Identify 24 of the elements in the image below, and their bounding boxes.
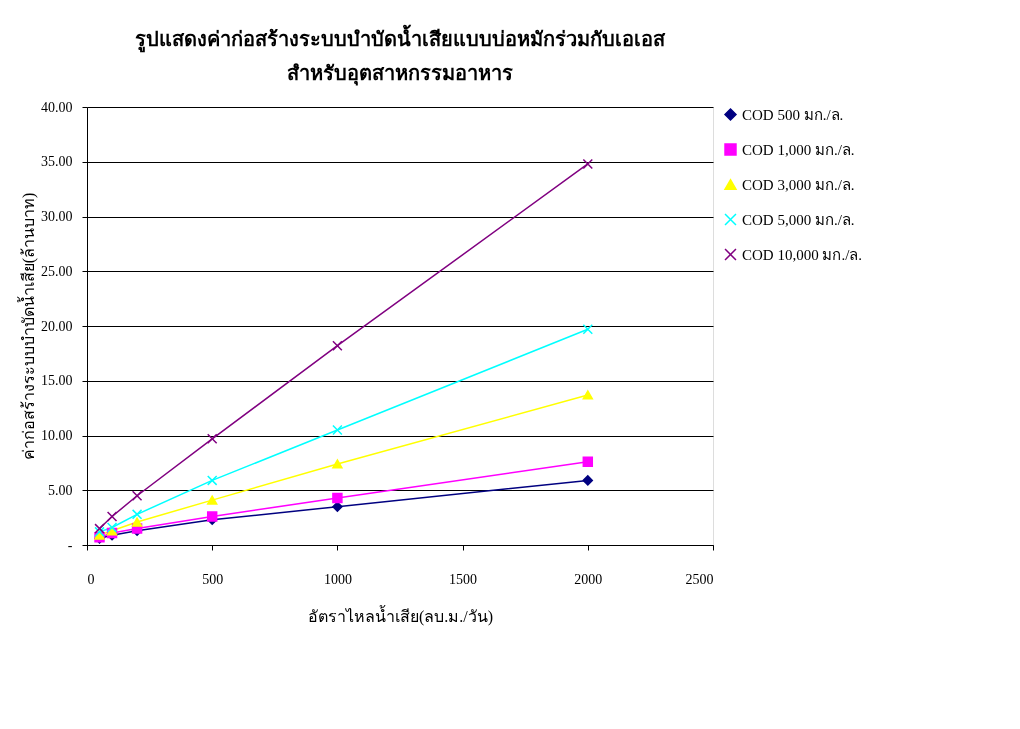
legend-label: COD 1,000 มก./ล. xyxy=(742,141,855,158)
y-axis-title: ค่าก่อสร้างระบบบำบัดน้ำเสีย(ล้านบาท) xyxy=(17,192,38,461)
x-tick-label: 1500 xyxy=(449,571,478,587)
y-tick-label: 20.00 xyxy=(41,318,73,334)
y-tick-label: 5.00 xyxy=(48,482,73,498)
chart-subtitle: สำหรับอุตสาหกรรมอาหาร xyxy=(287,62,513,86)
x-tick-label: 500 xyxy=(202,571,224,587)
y-tick-label: 40.00 xyxy=(41,99,73,115)
chart-title: รูปแสดงค่าก่อสร้างระบบบำบัดน้ำเสียแบบบ่อหมักร่วมกับเอเอส xyxy=(135,24,666,53)
legend-label: COD 500 มก./ล. xyxy=(742,106,844,123)
y-tick-label: - xyxy=(67,537,73,553)
y-tick-label: 10.00 xyxy=(41,428,73,443)
legend-label: COD 3,000 มก./ล. xyxy=(742,176,855,193)
y-tick-label: 30.00 xyxy=(41,209,73,224)
x-tick-label: 2500 xyxy=(685,571,714,587)
y-tick-label: 35.00 xyxy=(41,154,73,170)
x-tick-label: 2000 xyxy=(574,571,603,587)
legend-label: COD 10,000 มก./ล. xyxy=(742,246,863,263)
y-tick-label: 15.00 xyxy=(41,373,73,389)
y-tick-label: 25.00 xyxy=(41,263,73,279)
legend-label: COD 5,000 มก./ล. xyxy=(742,211,855,228)
x-tick-label: 1000 xyxy=(323,571,352,587)
x-axis-title: อัตราไหลน้ำเสีย(ลบ.ม./วัน) xyxy=(307,604,494,626)
x-tick-label: 0 xyxy=(87,571,95,587)
